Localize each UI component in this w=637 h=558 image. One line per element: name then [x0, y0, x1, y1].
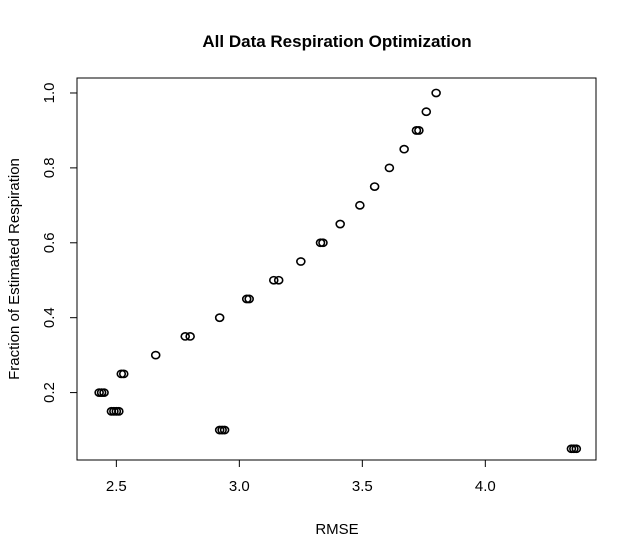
data-point	[296, 257, 306, 266]
data-point	[571, 444, 582, 454]
y-tick-label: 0.4	[41, 307, 58, 328]
data-point	[150, 350, 161, 360]
x-tick-label: 3.0	[229, 478, 250, 495]
y-axis: 0.2 0.4 0.6 0.8 1.0	[41, 83, 77, 403]
data-point	[244, 294, 254, 304]
data-point	[180, 332, 191, 341]
x-tick-label: 4.0	[475, 478, 496, 495]
data-point	[268, 275, 279, 285]
data-point	[185, 332, 195, 341]
y-tick-label: 1.0	[41, 83, 58, 104]
x-tick-label: 2.5	[106, 478, 127, 495]
data-point	[273, 275, 284, 285]
data-point	[335, 219, 345, 229]
data-point	[431, 88, 441, 98]
data-points	[94, 88, 582, 454]
data-point	[414, 126, 424, 135]
data-point	[214, 313, 225, 323]
data-point	[369, 182, 380, 192]
data-point	[399, 144, 409, 154]
data-point	[355, 200, 365, 210]
x-tick-label: 3.5	[352, 478, 373, 495]
data-point	[318, 238, 328, 248]
plot-frame	[76, 77, 597, 461]
data-point	[421, 107, 432, 117]
data-point	[99, 388, 109, 397]
data-point	[114, 406, 124, 416]
data-point	[219, 425, 230, 435]
y-tick-label: 0.2	[41, 382, 58, 403]
x-axis: 2.5 3.0 3.5 4.0	[106, 460, 496, 495]
data-point	[384, 163, 395, 173]
chart-title: All Data Respiration Optimization	[202, 32, 471, 51]
y-tick-label: 0.8	[41, 157, 58, 178]
data-point	[118, 369, 129, 379]
y-axis-label: Fraction of Estimated Respiration	[6, 158, 23, 380]
x-axis-label: RMSE	[315, 521, 358, 538]
y-tick-label: 0.6	[41, 232, 58, 253]
